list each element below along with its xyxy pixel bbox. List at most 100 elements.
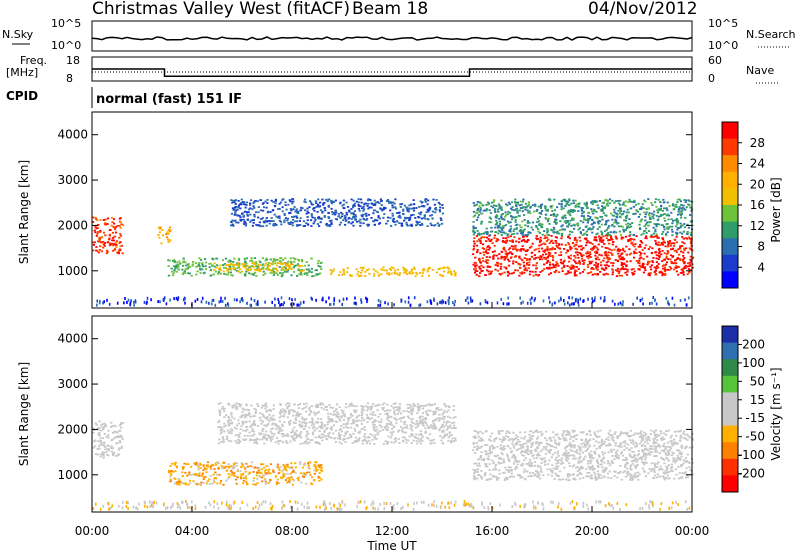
heatmap-cell xyxy=(622,236,625,239)
heatmap-cell xyxy=(448,431,451,434)
freq-unit-label: [MHz] xyxy=(6,66,38,79)
heatmap-cell xyxy=(225,438,228,440)
heatmap-cell xyxy=(602,206,605,209)
heatmap-cell xyxy=(594,245,597,248)
heatmap-cell xyxy=(294,433,297,436)
heatmap-cell xyxy=(438,417,441,420)
heatmap-cell xyxy=(689,255,692,258)
heatmap-cell xyxy=(213,477,217,479)
heatmap-cell xyxy=(356,425,359,427)
heatmap-cell xyxy=(415,224,418,227)
heatmap-cell xyxy=(319,205,322,208)
heatmap-cell xyxy=(642,232,645,235)
heatmap-cell xyxy=(255,474,258,477)
heatmap-cell xyxy=(398,274,401,276)
heatmap-cell xyxy=(654,198,658,201)
heatmap-cell xyxy=(252,202,255,205)
heatmap-cell xyxy=(350,422,353,425)
heatmap-cell xyxy=(246,269,249,272)
heatmap-cell xyxy=(496,269,499,272)
heatmap-cell xyxy=(661,209,664,212)
heatmap-cell xyxy=(403,271,406,274)
heatmap-cell xyxy=(220,427,223,429)
heatmap-cell xyxy=(389,209,392,212)
heatmap-cell xyxy=(345,213,348,216)
heatmap-cell xyxy=(546,259,550,262)
heatmap-cell xyxy=(237,266,240,269)
heatmap-cell xyxy=(620,261,623,264)
heatmap-cell xyxy=(302,476,305,479)
heatmap-cell xyxy=(492,201,495,203)
heatmap-cell xyxy=(198,257,201,260)
ground-scatter-cell xyxy=(133,300,135,304)
heatmap-cell xyxy=(368,440,371,442)
heatmap-cell xyxy=(600,233,604,236)
heatmap-cell xyxy=(187,463,190,465)
heatmap-cell xyxy=(449,270,452,273)
heatmap-cell xyxy=(510,201,513,204)
heatmap-cell xyxy=(651,212,654,215)
heatmap-cell xyxy=(570,247,573,249)
heatmap-cell xyxy=(568,199,571,202)
heatmap-cell xyxy=(177,482,180,485)
heatmap-cell xyxy=(475,273,478,276)
heatmap-cell xyxy=(484,209,487,212)
heatmap-cell xyxy=(290,262,293,264)
heatmap-cell xyxy=(573,255,576,257)
heatmap-cell xyxy=(217,467,220,470)
heatmap-cell xyxy=(284,267,287,270)
heatmap-cell xyxy=(646,224,649,227)
heatmap-cell xyxy=(251,439,254,441)
nsky-panel-frame xyxy=(91,20,693,52)
heatmap-cell xyxy=(668,205,671,207)
ground-scatter-cell xyxy=(520,301,522,305)
heatmap-cell xyxy=(383,410,386,412)
heatmap-cell xyxy=(584,232,587,235)
heatmap-cell xyxy=(103,223,107,225)
heatmap-cell xyxy=(594,238,597,241)
heatmap-cell xyxy=(233,417,236,420)
heatmap-cell xyxy=(297,415,300,417)
heatmap-cell xyxy=(501,225,504,228)
heatmap-cell xyxy=(386,220,389,222)
heatmap-cell xyxy=(269,435,272,438)
heatmap-cell xyxy=(112,453,115,456)
heatmap-cell xyxy=(581,234,584,236)
heatmap-cell xyxy=(454,426,457,429)
heatmap-cell xyxy=(679,245,682,247)
heatmap-cell xyxy=(312,423,315,426)
heatmap-cell xyxy=(218,414,222,416)
heatmap-cell xyxy=(427,409,430,412)
heatmap-cell xyxy=(253,415,256,417)
heatmap-cell xyxy=(410,442,413,444)
heatmap-cell xyxy=(379,430,382,433)
ground-scatter-cell xyxy=(604,298,606,302)
heatmap-cell xyxy=(353,215,356,218)
heatmap-cell xyxy=(320,433,324,436)
heatmap-cell xyxy=(355,420,358,422)
heatmap-cell xyxy=(611,224,614,227)
heatmap-cell xyxy=(181,268,184,271)
heatmap-cell xyxy=(305,471,308,474)
heatmap-cell xyxy=(118,236,121,239)
heatmap-cell xyxy=(571,217,574,220)
heatmap-cell xyxy=(255,211,258,214)
heatmap-cell xyxy=(301,418,304,420)
heatmap-cell xyxy=(288,423,291,426)
heatmap-cell xyxy=(479,242,482,244)
heatmap-cell xyxy=(291,483,294,486)
heatmap-cell xyxy=(237,442,240,444)
heatmap-cell xyxy=(175,270,178,273)
heatmap-cell xyxy=(553,209,557,212)
heatmap-cell xyxy=(216,482,219,485)
heatmap-cell xyxy=(261,257,264,260)
heatmap-cell xyxy=(678,205,681,208)
heatmap-cell xyxy=(334,199,337,202)
ground-scatter-cell xyxy=(360,300,363,304)
ground-scatter-cell xyxy=(290,302,292,306)
heatmap-cell xyxy=(386,441,390,443)
heatmap-cell xyxy=(486,232,489,234)
heatmap-cell xyxy=(249,213,252,216)
heatmap-cell xyxy=(116,251,119,254)
heatmap-cell xyxy=(582,211,585,214)
